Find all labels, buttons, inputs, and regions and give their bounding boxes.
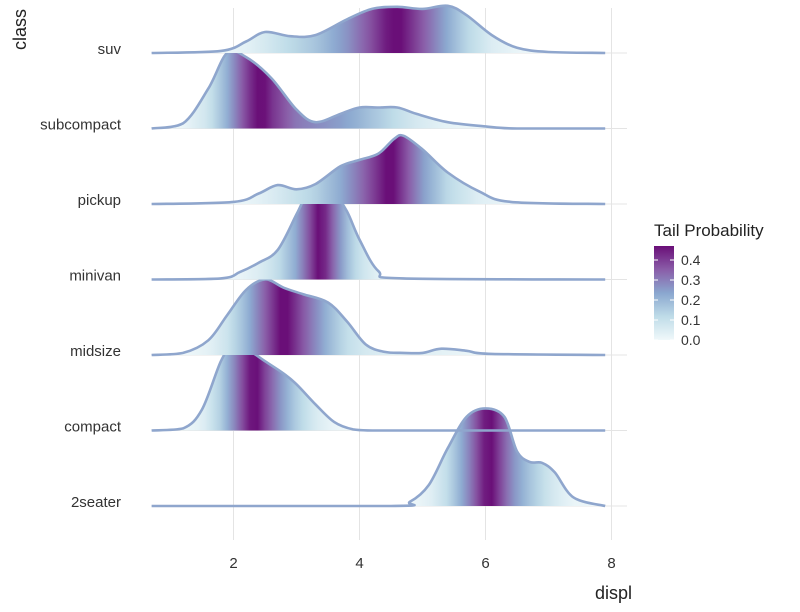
ridge-line-compact — [151, 342, 606, 432]
y-label-compact: compact — [64, 419, 122, 436]
y-label-midsize: midsize — [70, 343, 121, 360]
x-tick-label-8: 8 — [607, 555, 615, 572]
ridge-line-2seater — [151, 407, 606, 508]
ridge-fill-midsize — [151, 279, 606, 355]
ridge-fill-2seater — [151, 408, 606, 506]
legend-tick-label-1: 0.1 — [681, 312, 701, 328]
ridge-fill-suv — [151, 5, 606, 54]
legend: Tail Probability 0.0 0.1 0.2 0.3 0.4 — [654, 221, 764, 348]
ridges — [151, 4, 606, 508]
x-tick-label-4: 4 — [355, 555, 363, 572]
y-label-pickup: pickup — [78, 192, 121, 209]
ridge-line-subcompact — [151, 49, 606, 130]
y-tick-labels: suv subcompact pickup minivan midsize compact… — [40, 41, 122, 511]
y-label-subcompact: subcompact — [40, 117, 122, 134]
x-axis-title: displ — [595, 583, 632, 603]
ridge-line-midsize — [151, 278, 606, 357]
legend-tick-label-0: 0.0 — [681, 332, 701, 348]
y-label-2seater: 2seater — [71, 494, 121, 511]
legend-colorbar — [654, 246, 674, 340]
x-tick-label-2: 2 — [229, 555, 237, 572]
ridge-fill-pickup — [151, 135, 606, 204]
legend-tick-label-4: 0.4 — [681, 252, 701, 268]
y-label-minivan: minivan — [69, 268, 121, 285]
ridge-fill-subcompact — [151, 50, 606, 129]
ridge-line-suv — [151, 4, 606, 55]
legend-title: Tail Probability — [654, 221, 764, 240]
legend-tick-label-2: 0.2 — [681, 292, 701, 308]
y-label-suv: suv — [98, 41, 122, 58]
y-axis-title: class — [10, 9, 30, 50]
ridge-fill-compact — [151, 343, 606, 431]
x-tick-label-6: 6 — [481, 555, 489, 572]
ridge-line-pickup — [151, 133, 606, 206]
legend-tick-label-3: 0.3 — [681, 272, 701, 288]
x-tick-labels: 2 4 6 8 — [229, 555, 615, 572]
